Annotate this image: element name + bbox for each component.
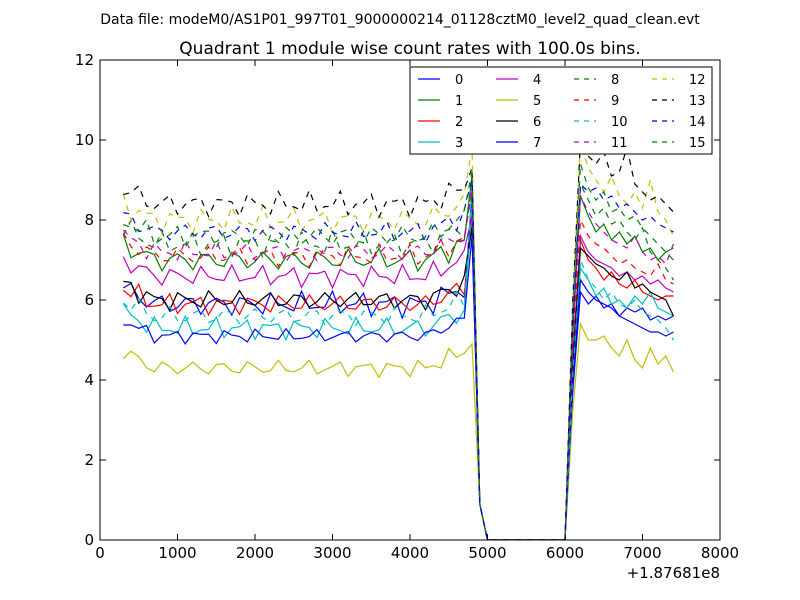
y-tick-label: 0 bbox=[84, 531, 94, 549]
series-line-1 bbox=[122, 175, 674, 540]
legend-label-1: 1 bbox=[455, 94, 463, 109]
axis-ticks: 0 1000 2000 3000 4000 5000 6000 7000 80000246810… bbox=[75, 51, 739, 562]
legend-label-14: 14 bbox=[689, 115, 706, 130]
series-line-12 bbox=[122, 143, 675, 540]
x-tick-label: 1000 bbox=[158, 544, 196, 562]
series-line-3 bbox=[122, 207, 674, 540]
legend-label-12: 12 bbox=[689, 73, 706, 88]
series-line-8 bbox=[122, 181, 675, 540]
y-tick-label: 12 bbox=[75, 51, 94, 69]
y-tick-label: 6 bbox=[84, 291, 94, 309]
y-tick-label: 8 bbox=[84, 211, 94, 229]
legend-label-2: 2 bbox=[455, 115, 463, 130]
x-tick-label: 0 bbox=[95, 544, 105, 562]
suptitle: Data file: modeM0/AS1P01_997T01_90000002… bbox=[100, 12, 700, 28]
y-tick-label: 4 bbox=[84, 371, 94, 389]
series-layer bbox=[122, 139, 675, 540]
legend-label-3: 3 bbox=[455, 136, 463, 151]
legend-label-9: 9 bbox=[611, 94, 619, 109]
x-tick-label: 3000 bbox=[313, 544, 351, 562]
series-line-13 bbox=[123, 139, 674, 540]
legend-label-8: 8 bbox=[611, 73, 619, 88]
legend-label-15: 15 bbox=[689, 136, 706, 151]
y-tick-label: 2 bbox=[84, 451, 94, 469]
legend-label-6: 6 bbox=[533, 115, 541, 130]
legend-label-11: 11 bbox=[611, 136, 628, 151]
series-line-7 bbox=[123, 235, 674, 540]
x-tick-label: 5000 bbox=[468, 544, 506, 562]
x-tick-label: 4000 bbox=[391, 544, 429, 562]
legend-label-4: 4 bbox=[533, 73, 541, 88]
legend-label-5: 5 bbox=[533, 94, 541, 109]
x-tick-label: 2000 bbox=[236, 544, 274, 562]
legend-label-7: 7 bbox=[533, 136, 541, 151]
x-tick-label: 6000 bbox=[546, 544, 584, 562]
y-tick-label: 10 bbox=[75, 131, 94, 149]
series-line-11 bbox=[122, 187, 675, 540]
series-line-6 bbox=[123, 227, 675, 540]
series-line-4 bbox=[122, 215, 674, 540]
x-tick-label: 7000 bbox=[623, 544, 661, 562]
x-offset-label: +1.87681e8 bbox=[627, 564, 720, 582]
series-line-10 bbox=[122, 187, 675, 540]
series-line-5 bbox=[122, 321, 675, 540]
series-line-15 bbox=[123, 163, 674, 540]
series-line-0 bbox=[122, 195, 674, 540]
legend-label-0: 0 bbox=[455, 73, 463, 88]
x-tick-label: 8000 bbox=[701, 544, 739, 562]
legend-label-13: 13 bbox=[689, 94, 706, 109]
legend-box bbox=[409, 66, 713, 155]
chart-title: Quadrant 1 module wise count rates with … bbox=[179, 39, 640, 59]
legend-label-10: 10 bbox=[611, 115, 628, 130]
series-line-14 bbox=[123, 179, 674, 540]
series-line-2 bbox=[122, 219, 674, 540]
